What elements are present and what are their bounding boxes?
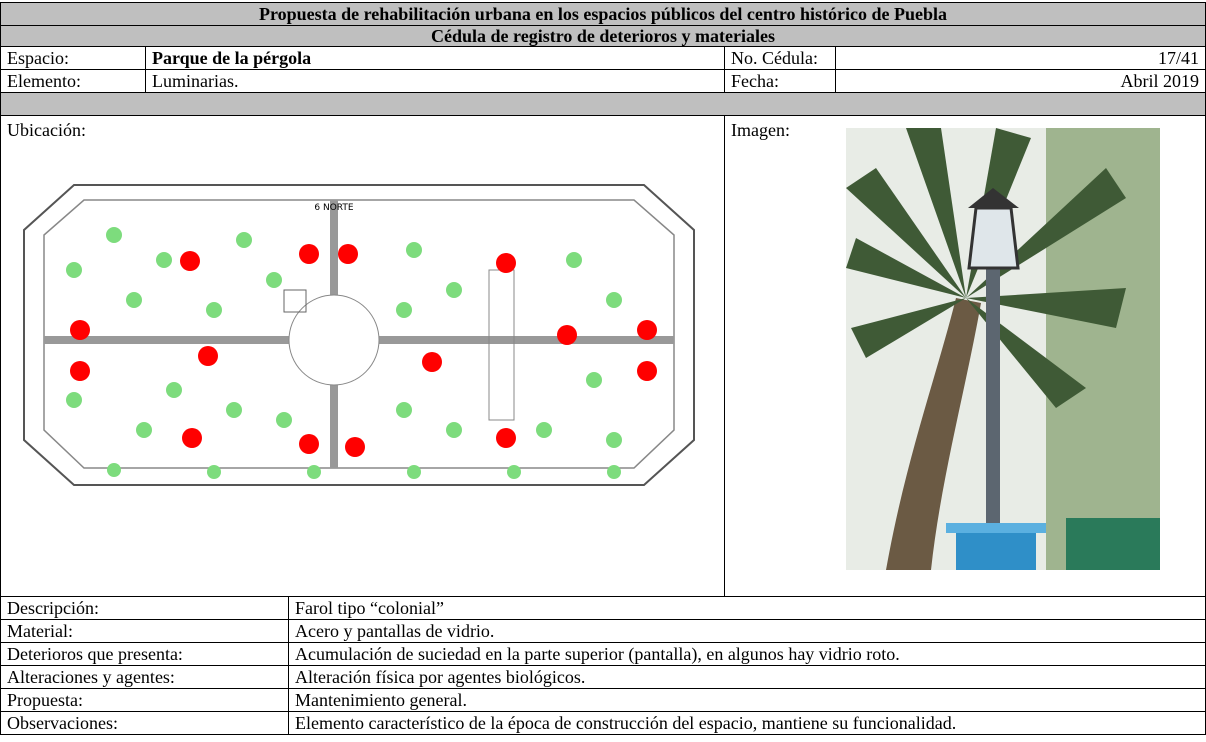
detail-value: Elemento característico de la época de c… xyxy=(288,711,1206,735)
map-street-label: 6 NORTE xyxy=(314,203,353,213)
field-value: Luminarias. xyxy=(145,69,725,93)
photo xyxy=(846,128,1160,570)
image-label: Imagen: xyxy=(731,120,790,140)
field-label: Espacio: xyxy=(0,46,146,70)
field-label: No. Cédula: xyxy=(724,46,836,70)
detail-value: Alteración física por agentes biológicos… xyxy=(288,665,1206,689)
field-label: Elemento: xyxy=(0,69,146,93)
field-value: Parque de la pérgola xyxy=(145,46,725,70)
sheet-subtitle: Cédula de registro de deterioros y mater… xyxy=(0,25,1206,47)
field-value: 17/41 xyxy=(835,46,1206,70)
detail-label: Deterioros que presenta: xyxy=(0,642,289,666)
location-label: Ubicación: xyxy=(7,120,86,140)
detail-label: Propuesta: xyxy=(0,688,289,712)
detail-label: Descripción: xyxy=(0,596,289,620)
field-label: Fecha: xyxy=(724,69,836,93)
detail-value: Acumulación de suciedad en la parte supe… xyxy=(288,642,1206,666)
detail-value: Farol tipo “colonial” xyxy=(288,596,1206,620)
detail-value: Acero y pantallas de vidrio. xyxy=(288,619,1206,643)
sheet-title: Propuesta de rehabilitación urbana en lo… xyxy=(0,2,1206,26)
separator xyxy=(0,92,1206,116)
detail-value: Mantenimiento general. xyxy=(288,688,1206,712)
detail-label: Material: xyxy=(0,619,289,643)
field-value: Abril 2019 xyxy=(835,69,1206,93)
detail-label: Observaciones: xyxy=(0,711,289,735)
site-map: 6 NORTE xyxy=(23,184,695,486)
detail-label: Alteraciones y agentes: xyxy=(0,665,289,689)
